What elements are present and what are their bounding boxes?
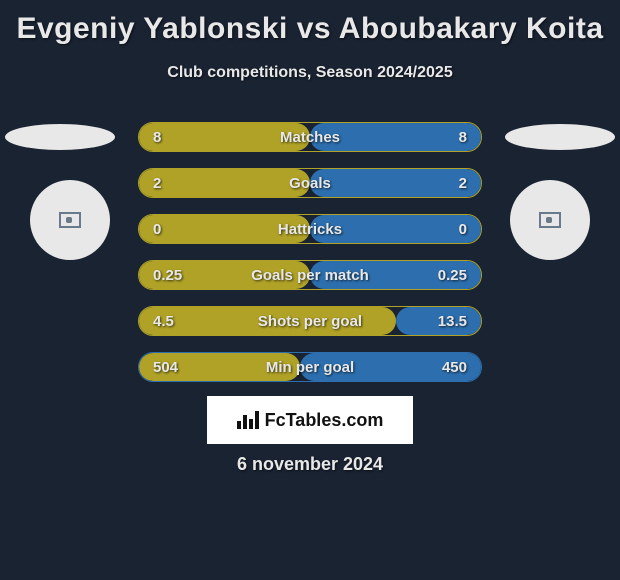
placeholder-icon [59, 212, 81, 228]
stat-row: 0.250.25Goals per match [138, 260, 482, 290]
subtitle: Club competitions, Season 2024/2025 [0, 64, 620, 82]
stat-label: Goals per match [139, 261, 481, 290]
stat-label: Min per goal [139, 353, 481, 382]
brand-text: FcTables.com [265, 410, 384, 431]
placeholder-icon [539, 212, 561, 228]
stats-container: 88Matches 22Goals 00Hattricks 0.250.25Goals… [138, 122, 482, 398]
stat-label: Goals [139, 169, 481, 198]
stat-label: Hattricks [139, 215, 481, 244]
stat-row: 00Hattricks [138, 214, 482, 244]
avatar-right [510, 180, 590, 260]
brand-badge: FcTables.com [207, 396, 413, 444]
stat-row: 4.513.5Shots per goal [138, 306, 482, 336]
stat-row: 88Matches [138, 122, 482, 152]
flag-right [505, 124, 615, 150]
stat-row: 504450Min per goal [138, 352, 482, 382]
avatar-left [30, 180, 110, 260]
stat-label: Shots per goal [139, 307, 481, 336]
stat-row: 22Goals [138, 168, 482, 198]
flag-left [5, 124, 115, 150]
stat-label: Matches [139, 123, 481, 152]
bar-chart-icon [237, 411, 259, 429]
date-label: 6 november 2024 [0, 454, 620, 475]
page-title: Evgeniy Yablonski vs Aboubakary Koita [0, 0, 620, 46]
